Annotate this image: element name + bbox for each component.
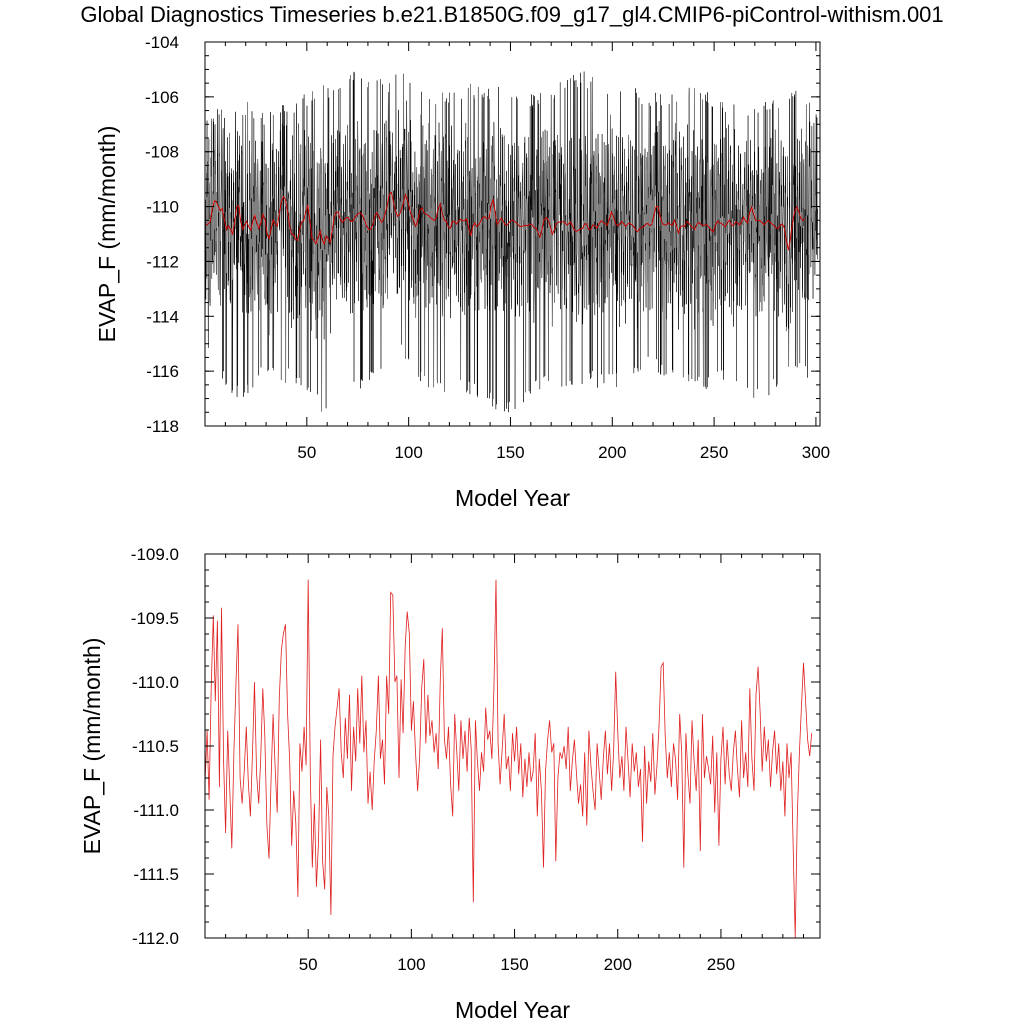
top-chart-y-tick-label: -104 [145,33,179,52]
bottom-chart-y-tick-label: -111.0 [133,801,179,820]
top-chart-x-tick-label: 200 [598,443,626,462]
top-chart-y-tick-label: -110 [146,198,179,217]
top-chart-y-tick-label: -108 [145,143,179,162]
top-chart-x-axis-label: Model Year [455,485,570,511]
top-chart-y-tick-label: -116 [146,362,179,381]
top-chart-x-tick-label: 50 [297,443,316,462]
top-chart-y-tick-label: -118 [146,417,179,436]
bottom-chart-y-tick-label: -110.5 [132,737,179,756]
top-chart-monthly-series-line [204,71,819,413]
bottom-chart-annual-series-line [204,579,813,939]
bottom-chart-x-axis-label: Model Year [455,997,570,1023]
bottom-chart-series-layer [204,579,813,939]
bottom-chart-x-tick-label: 200 [604,955,632,974]
bottom-chart-y-tick-label: -112.0 [132,929,179,948]
top-timeseries-chart: 50 100 150 200 250 300 -104 -106 -108 -110 -112 -11… [94,33,830,511]
bottom-chart-y-tick-label: -110.0 [132,673,179,692]
top-chart-x-tick-label: 300 [802,443,830,462]
top-chart-y-tick-label: -114 [146,307,179,326]
top-chart-x-tick-label: 100 [394,443,422,462]
bottom-chart-tick-layer: 50 100 150 200 250 -109.0 -109.5 -110.0 -110.5 -1… [131,545,820,974]
bottom-chart-y-tick-label: -109.5 [131,609,179,628]
bottom-timeseries-chart: 50 100 150 200 250 -109.0 -109.5 -110.0 -110.5 -1… [79,545,821,1023]
top-chart-y-tick-label: -112 [146,252,179,271]
bottom-chart-y-axis-label: EVAP_F (mm/month) [79,638,105,855]
top-chart-x-tick-label: 150 [496,443,524,462]
bottom-chart-y-tick-label: -109.0 [131,545,179,564]
bottom-chart-x-tick-label: 150 [500,955,528,974]
top-chart-x-tick-label: 250 [700,443,728,462]
top-chart-series-layer [204,71,819,413]
bottom-chart-x-tick-label: 100 [397,955,425,974]
top-chart-y-tick-label: -106 [145,88,179,107]
bottom-chart-x-tick-label: 250 [707,955,735,974]
bottom-chart-y-tick-label: -111.5 [133,865,179,884]
top-chart-tick-layer: 50 100 150 200 250 300 -104 -106 -108 -110 -112 -11… [145,33,830,462]
figure-title: Global Diagnostics Timeseries b.e21.B185… [80,2,944,27]
bottom-chart-x-tick-label: 50 [299,955,318,974]
top-chart-y-axis-label: EVAP_F (mm/month) [94,126,120,343]
top-chart-annual-series-line [205,191,806,251]
